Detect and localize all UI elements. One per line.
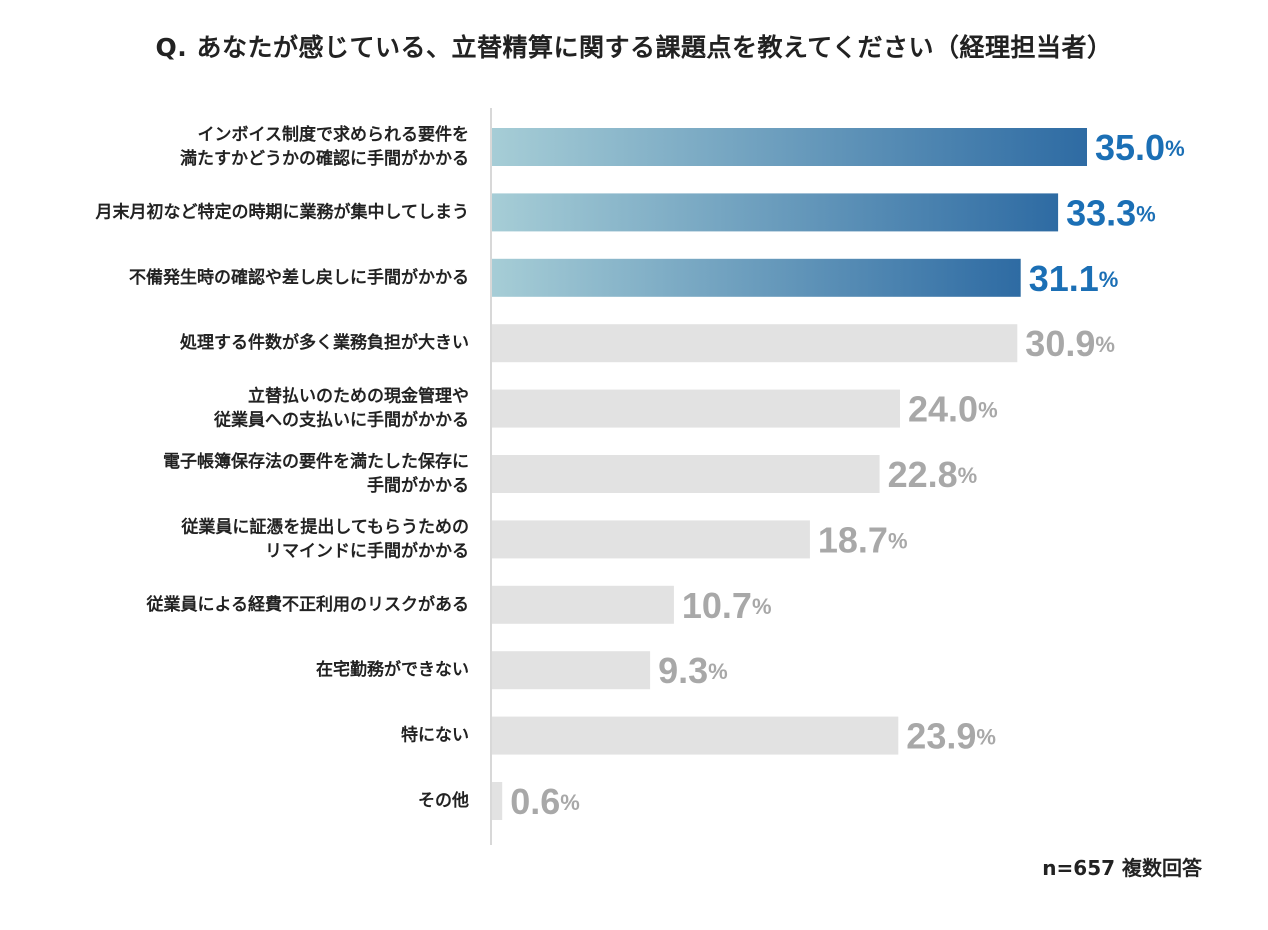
category-label: 処理する件数が多く業務負担が大きい — [179, 332, 469, 353]
category-label: インボイス制度で求められる要件を満たすかどうかの確認に手間がかかる — [180, 124, 469, 169]
category-label: 従業員に証憑を提出してもらうためのリマインドに手間がかかる — [180, 516, 469, 561]
category-label: 特にない — [401, 725, 469, 746]
bar — [492, 193, 1059, 232]
bar — [492, 258, 1021, 297]
bar — [492, 782, 503, 820]
chart-title: Q. あなたが感じている、立替精算に関する課題点を教えてください（経理担当者） — [155, 33, 1113, 62]
value-label: 9.3% — [658, 650, 728, 691]
value-label: 35.0% — [1095, 127, 1185, 168]
bar — [492, 585, 674, 624]
value-label: 31.1% — [1029, 257, 1119, 298]
value-label: 24.0% — [908, 388, 998, 429]
bar — [492, 324, 1018, 363]
sample-size-note: n=657 複数回答 — [1042, 856, 1202, 880]
bar — [492, 651, 651, 690]
category-label: 立替払いのための現金管理や従業員への支払いに手間がかかる — [213, 386, 469, 431]
category-label: 月末月初など特定の時期に業務が集中してしまう — [95, 201, 470, 222]
value-label: 23.9% — [906, 715, 996, 756]
bar — [492, 389, 900, 428]
category-label: 従業員による経費不正利用のリスクがある — [146, 594, 470, 615]
category-label: 不備発生時の確認や差し戻しに手間がかかる — [129, 267, 469, 288]
value-label: 22.8% — [888, 454, 978, 495]
value-label: 30.9% — [1025, 323, 1115, 364]
value-label: 18.7% — [818, 519, 908, 560]
category-label: 電子帳簿保存法の要件を満たした保存に手間がかかる — [163, 451, 469, 496]
bar — [492, 455, 880, 493]
bar — [492, 716, 899, 755]
bar — [492, 128, 1087, 166]
category-label: その他 — [418, 790, 469, 811]
bar — [492, 520, 810, 559]
value-label: 0.6% — [510, 781, 580, 822]
category-label: 在宅勤務ができない — [316, 659, 469, 680]
value-label: 33.3% — [1066, 192, 1156, 233]
value-label: 10.7% — [682, 584, 772, 625]
